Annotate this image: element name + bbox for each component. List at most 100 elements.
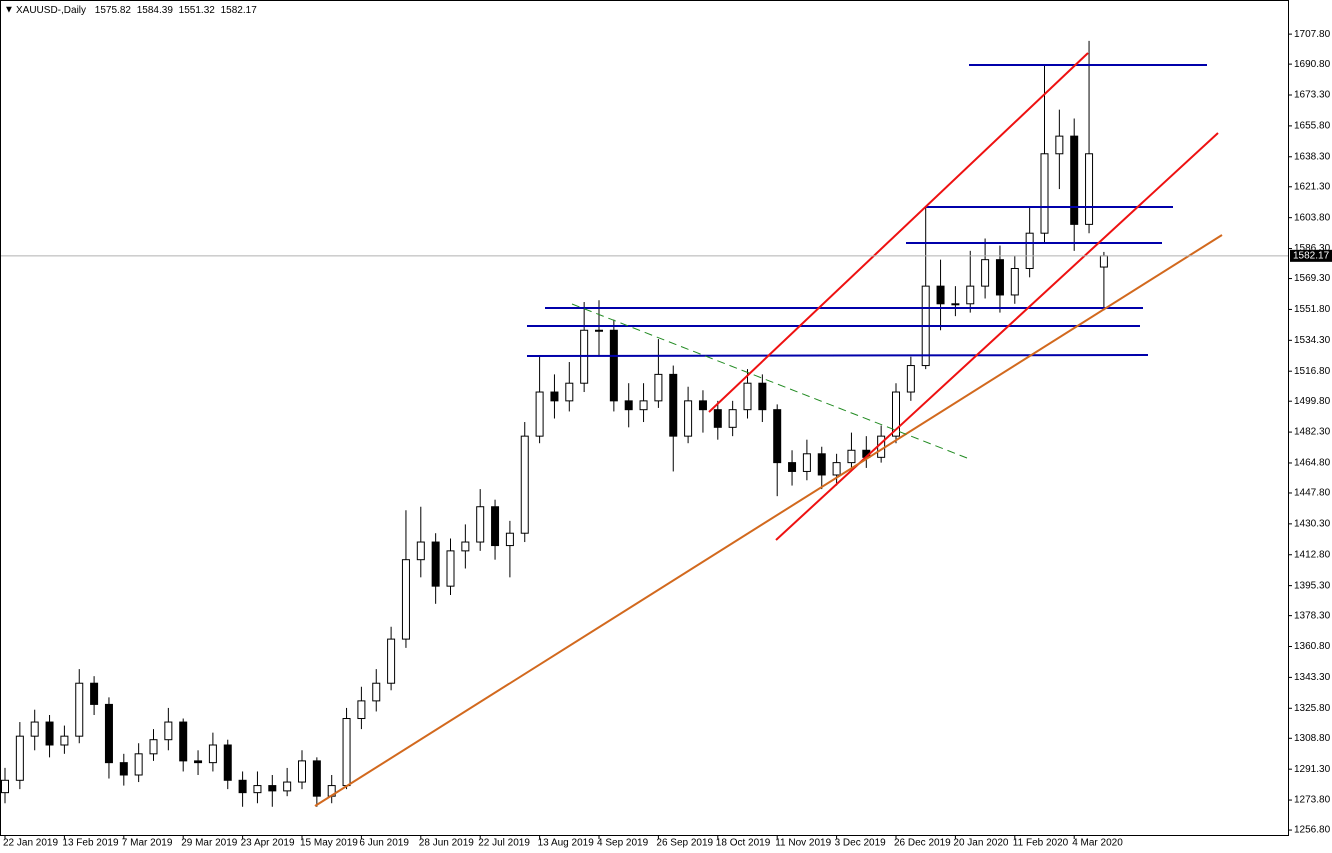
candle-body: [342, 718, 351, 787]
x-tick-label: 26 Sep 2019: [656, 838, 713, 849]
candle-body: [75, 682, 84, 737]
candle-body: [461, 541, 470, 552]
y-tick-label: 1325.80: [1294, 703, 1331, 714]
channel-lower: [775, 132, 1219, 541]
x-tick-label: 13 Feb 2019: [62, 838, 119, 849]
candle-body: [283, 781, 292, 792]
candle-body: [713, 409, 722, 428]
candle-body: [491, 506, 500, 547]
candle-body: [1099, 255, 1108, 268]
y-tick-label: 1430.30: [1294, 519, 1331, 530]
candle-body: [238, 779, 247, 794]
y-tick-label: 1273.80: [1294, 795, 1331, 806]
candle-body: [357, 700, 366, 720]
candle-body: [30, 721, 39, 737]
candle-body: [654, 373, 663, 402]
candle-body: [1010, 267, 1019, 296]
candle-body: [104, 703, 113, 764]
candle-body: [372, 682, 381, 702]
candle-body: [149, 739, 158, 755]
candle-body: [847, 449, 856, 464]
x-tick-label: 6 Jun 2019: [359, 838, 409, 849]
candle-body: [817, 453, 826, 476]
candle-body: [15, 735, 24, 781]
candle-body: [1055, 135, 1064, 155]
last-open: 1575.82: [95, 5, 132, 16]
candle-body: [1, 779, 9, 794]
y-tick-label: 1395.30: [1294, 580, 1331, 591]
candle-body: [788, 462, 797, 472]
y-tick-label: 1673.30: [1294, 90, 1331, 101]
candle-body: [995, 259, 1004, 296]
candle-body: [936, 285, 945, 305]
candle-body: [565, 382, 574, 402]
y-tick-label: 1569.30: [1294, 273, 1331, 284]
analysis-drawings: [314, 52, 1223, 807]
menu-arrow[interactable]: ▼: [4, 5, 14, 16]
y-tick-label: 1360.80: [1294, 641, 1331, 652]
candle-body: [1040, 153, 1049, 234]
last-price-box: [1290, 249, 1332, 262]
candle-body: [446, 550, 455, 587]
y-tick-label: 1482.30: [1294, 427, 1331, 438]
candle-body: [312, 760, 321, 797]
candle-body: [223, 744, 232, 781]
candle-body: [906, 365, 915, 393]
candle-body: [1085, 153, 1094, 225]
chart-title: XAUUSD-,Daily 1575.82 1584.39 1551.32 15…: [16, 5, 257, 16]
y-tick-label: 1690.80: [1294, 59, 1331, 70]
candle-body: [60, 735, 69, 746]
y-tick-label: 1499.80: [1294, 396, 1331, 407]
candle-body: [119, 762, 128, 776]
candle-body: [773, 409, 782, 464]
y-tick-label: 1256.80: [1294, 825, 1331, 836]
candle-body: [45, 721, 54, 746]
candle-body: [505, 532, 514, 547]
candle-body: [401, 559, 410, 640]
y-tick-label: 1378.30: [1294, 610, 1331, 621]
candle-body: [609, 329, 618, 402]
candle-body: [431, 541, 440, 587]
trend-line: [314, 234, 1223, 807]
candle-body: [268, 785, 277, 792]
candle-body: [179, 721, 188, 762]
dashed-trend-line: [571, 303, 968, 459]
candle-body: [624, 400, 633, 411]
candle-body: [743, 382, 752, 411]
candles: [1, 40, 1108, 807]
x-tick-label: 11 Nov 2019: [775, 838, 831, 849]
y-tick-label: 1308.80: [1294, 733, 1331, 744]
last-close: 1582.17: [221, 5, 258, 16]
candle-body: [208, 744, 217, 764]
candle-body: [298, 760, 306, 783]
candle-body: [520, 435, 529, 534]
y-tick-label: 1621.30: [1294, 181, 1331, 192]
candle-body: [476, 506, 485, 543]
y-tick-label: 1516.80: [1294, 366, 1331, 377]
x-tick-label: 26 Dec 2019: [894, 838, 951, 849]
x-tick-label: 7 Mar 2019: [122, 838, 173, 849]
candle-body: [1025, 232, 1034, 269]
x-tick-label: 18 Oct 2019: [716, 838, 771, 849]
candle-body: [951, 303, 960, 306]
y-tick-label: 1603.80: [1294, 212, 1331, 223]
y-tick-label: 1638.30: [1294, 151, 1331, 162]
candle-body: [728, 409, 737, 428]
y-tick-label: 1447.80: [1294, 488, 1331, 499]
candle-body: [639, 400, 648, 411]
x-tick-label: 22 Jul 2019: [478, 838, 530, 849]
x-tick-label: 11 Feb 2020: [1013, 838, 1069, 849]
candle-body: [981, 259, 990, 287]
horizontal-level: [526, 354, 1149, 357]
candle-body: [550, 391, 559, 402]
y-tick-label: 1655.80: [1294, 121, 1331, 132]
x-tick-label: 4 Sep 2019: [597, 838, 649, 849]
plot-frame: [0, 0, 1289, 836]
candle-body: [387, 638, 396, 684]
candle-body: [90, 682, 99, 705]
candle-body: [966, 285, 975, 305]
candle-body: [802, 453, 811, 472]
candle-body: [1070, 135, 1079, 225]
last-price-label: 1582.17: [1293, 250, 1330, 261]
